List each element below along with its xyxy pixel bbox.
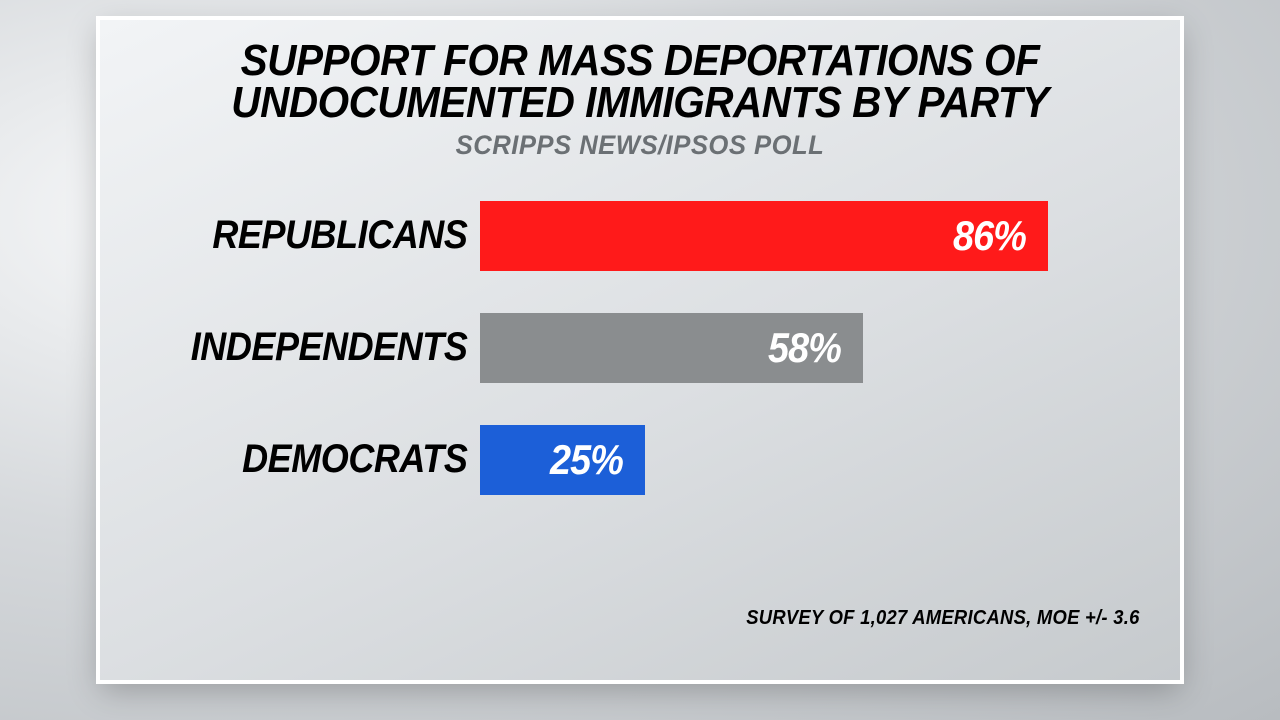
bar-fill-democrats: 25% <box>480 425 645 495</box>
bar-container: REPUBLICANS 86% INDEPENDENTS 58% DEMOCRA… <box>140 201 1140 495</box>
chart-panel: SUPPORT FOR MASS DEPORTATIONS OF UNDOCUM… <box>100 20 1180 680</box>
bar-value-independents: 58% <box>768 324 841 372</box>
bar-track: 25% <box>480 425 1140 495</box>
bar-fill-republicans: 86% <box>480 201 1048 271</box>
chart-title: SUPPORT FOR MASS DEPORTATIONS OF UNDOCUM… <box>180 40 1100 124</box>
chart-title-line2: UNDOCUMENTED IMMIGRANTS BY PARTY <box>180 82 1100 124</box>
bar-track: 86% <box>480 201 1140 271</box>
bar-label-democrats: DEMOCRATS <box>174 437 480 482</box>
bar-fill-independents: 58% <box>480 313 863 383</box>
chart-title-line1: SUPPORT FOR MASS DEPORTATIONS OF <box>180 40 1100 82</box>
chart-footnote: SURVEY OF 1,027 AMERICANS, MOE +/- 3.6 <box>747 607 1140 630</box>
chart-subtitle: SCRIPPS NEWS/IPSOS POLL <box>165 130 1115 161</box>
bar-label-independents: INDEPENDENTS <box>174 325 480 370</box>
bar-track: 58% <box>480 313 1140 383</box>
bar-value-republicans: 86% <box>953 212 1026 260</box>
bar-row: DEMOCRATS 25% <box>140 425 1140 495</box>
bar-value-democrats: 25% <box>550 436 623 484</box>
bar-row: REPUBLICANS 86% <box>140 201 1140 271</box>
bar-row: INDEPENDENTS 58% <box>140 313 1140 383</box>
bar-label-republicans: REPUBLICANS <box>174 213 480 258</box>
